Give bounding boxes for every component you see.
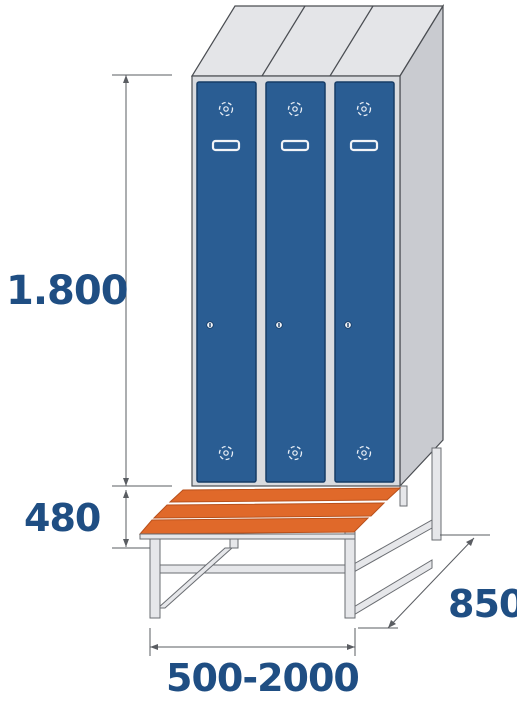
vent-icon: [287, 101, 303, 117]
bench-height-label: 480: [24, 496, 101, 540]
dimension-lines: [112, 74, 490, 656]
lock-icon: [206, 321, 214, 329]
bench-slat-back: [168, 487, 402, 503]
dimension-arrows: [123, 75, 474, 650]
handle-icon: [211, 139, 241, 152]
lock-icon: [344, 321, 352, 329]
depth-label: 850: [448, 582, 517, 626]
vent-icon: [287, 445, 303, 461]
vent-icon: [356, 445, 372, 461]
height-label: 1.800: [6, 268, 129, 314]
vent-icon: [218, 445, 234, 461]
vent-icon: [356, 101, 372, 117]
handle-icon: [280, 139, 310, 152]
vent-icon: [218, 101, 234, 117]
handle-icon: [349, 139, 379, 152]
cabinet-top: [190, 5, 445, 77]
bench-slat-middle: [152, 502, 386, 519]
top-divider-2: [329, 5, 374, 77]
top-divider-1: [261, 5, 306, 77]
bench-slat-front: [138, 517, 370, 535]
locker-door-2: [265, 81, 326, 483]
width-label: 500-2000: [166, 656, 360, 700]
bench-rail-front: [139, 533, 356, 540]
locker-door-1: [196, 81, 257, 483]
bench-frame: [149, 447, 442, 619]
cabinet-side: [399, 3, 444, 488]
bench-seat: [138, 487, 402, 540]
lock-icon: [275, 321, 283, 329]
locker-door-3: [334, 81, 395, 483]
